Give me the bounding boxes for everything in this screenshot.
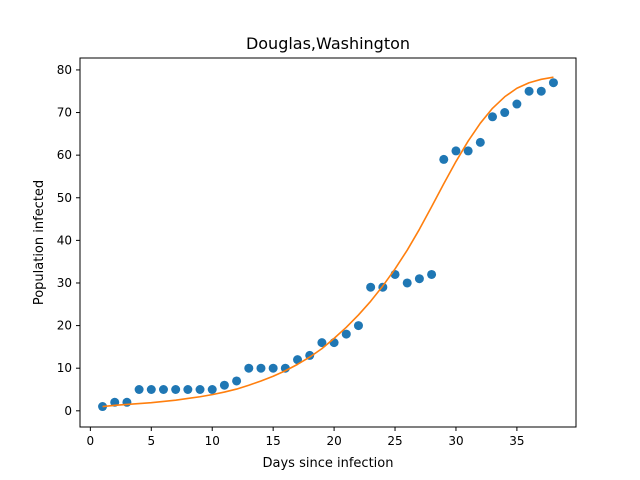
data-point bbox=[146, 385, 156, 394]
data-point bbox=[158, 385, 168, 394]
data-point bbox=[171, 385, 181, 394]
data-point bbox=[232, 376, 242, 386]
x-axis-label: Days since infection bbox=[263, 456, 394, 471]
chart-title: Douglas,Washington bbox=[246, 34, 410, 53]
y-tick-label: 70 bbox=[57, 106, 72, 120]
data-point bbox=[463, 146, 473, 156]
data-point bbox=[414, 274, 424, 284]
y-tick-label: 30 bbox=[57, 276, 72, 290]
data-point bbox=[451, 146, 461, 156]
data-point bbox=[427, 269, 437, 279]
y-tick-label: 50 bbox=[57, 191, 72, 205]
data-point bbox=[244, 363, 254, 373]
data-point bbox=[195, 385, 205, 394]
y-tick-label: 0 bbox=[64, 404, 72, 418]
x-tick-label: 20 bbox=[326, 434, 341, 448]
data-point bbox=[524, 86, 534, 96]
data-point bbox=[439, 154, 449, 164]
data-point bbox=[329, 338, 339, 348]
data-point bbox=[548, 78, 558, 88]
plot-area bbox=[98, 76, 558, 412]
data-point bbox=[536, 86, 546, 96]
ticks-layer: 0 5 10 15 20 25 30 35 0 10 20 30 40 50 60 70 80 bbox=[57, 63, 525, 448]
data-point bbox=[317, 338, 327, 348]
data-point bbox=[207, 385, 217, 394]
data-point bbox=[134, 385, 144, 394]
data-point bbox=[183, 385, 193, 394]
axes-frame bbox=[79, 57, 577, 428]
x-tick-label: 5 bbox=[147, 434, 155, 448]
data-point bbox=[219, 380, 229, 390]
y-tick-label: 20 bbox=[57, 319, 72, 333]
x-tick-label: 0 bbox=[87, 434, 95, 448]
fit-curve-line bbox=[102, 76, 554, 408]
data-point bbox=[488, 112, 498, 122]
x-tick-label: 35 bbox=[509, 434, 524, 448]
data-point bbox=[402, 278, 412, 288]
data-point bbox=[366, 282, 376, 292]
y-axis-label: Population infected bbox=[32, 180, 47, 305]
data-point bbox=[500, 108, 510, 118]
x-tick-label: 30 bbox=[448, 434, 463, 448]
data-point bbox=[268, 363, 278, 373]
x-tick-label: 15 bbox=[266, 434, 281, 448]
data-point bbox=[512, 99, 522, 109]
y-tick-label: 80 bbox=[57, 63, 72, 77]
data-point bbox=[341, 329, 351, 339]
y-tick-label: 60 bbox=[57, 148, 72, 162]
data-point bbox=[293, 355, 303, 365]
data-point bbox=[475, 137, 485, 147]
x-tick-label: 25 bbox=[387, 434, 402, 448]
y-tick-label: 10 bbox=[57, 361, 72, 375]
data-point bbox=[353, 321, 363, 331]
x-tick-label: 10 bbox=[205, 434, 220, 448]
y-tick-label: 40 bbox=[57, 233, 72, 247]
data-point bbox=[256, 363, 266, 373]
